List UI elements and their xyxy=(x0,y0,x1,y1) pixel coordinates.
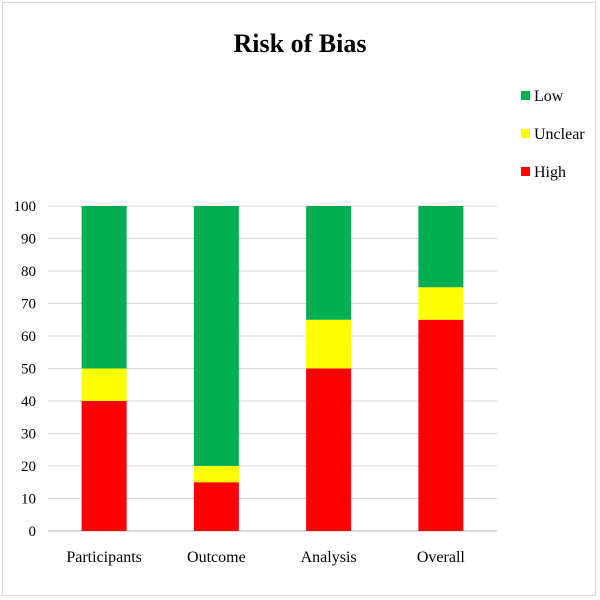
y-tick-label: 100 xyxy=(14,199,37,215)
legend-label-low: Low xyxy=(534,88,564,105)
y-tick-label: 10 xyxy=(21,492,36,508)
legend-label-unclear: Unclear xyxy=(534,126,585,143)
y-axis: 0 10 20 30 40 50 60 70 80 90 100 xyxy=(14,199,37,540)
y-tick-label: 70 xyxy=(21,297,36,313)
bar-low-outcome xyxy=(193,206,239,466)
x-tick-label: Overall xyxy=(417,549,466,566)
bar-unclear-analysis xyxy=(306,319,352,369)
x-tick-label: Analysis xyxy=(301,549,357,566)
bar-low-overall xyxy=(418,206,464,288)
x-axis: Participants Outcome Analysis Overall xyxy=(66,549,465,566)
y-tick-label: 60 xyxy=(21,329,36,345)
bar-high-outcome xyxy=(193,482,239,531)
y-tick-label: 50 xyxy=(21,362,36,378)
y-tick-label: 30 xyxy=(21,427,36,443)
legend-swatch-unclear xyxy=(521,129,530,138)
bar-high-overall xyxy=(418,319,464,531)
bar-unclear-overall xyxy=(418,287,464,320)
y-tick-label: 80 xyxy=(21,264,36,280)
bar-low-participants xyxy=(81,206,127,369)
y-tick-label: 0 xyxy=(29,524,37,540)
chart-title: Risk of Bias xyxy=(234,29,367,58)
bar-low-analysis xyxy=(306,206,352,320)
x-tick-label: Participants xyxy=(66,549,142,566)
y-tick-label: 40 xyxy=(21,394,36,410)
bar-high-analysis xyxy=(306,368,352,531)
legend: Low Unclear High xyxy=(521,88,585,181)
legend-label-high: High xyxy=(534,164,566,181)
x-tick-label: Outcome xyxy=(187,549,246,566)
bar-unclear-outcome xyxy=(193,466,239,483)
bar-unclear-participants xyxy=(81,368,127,401)
y-tick-label: 90 xyxy=(21,232,36,248)
bar-high-participants xyxy=(81,401,127,531)
bars xyxy=(81,206,464,531)
legend-swatch-low xyxy=(521,91,530,100)
legend-swatch-high xyxy=(521,167,530,176)
y-tick-label: 20 xyxy=(21,459,36,475)
